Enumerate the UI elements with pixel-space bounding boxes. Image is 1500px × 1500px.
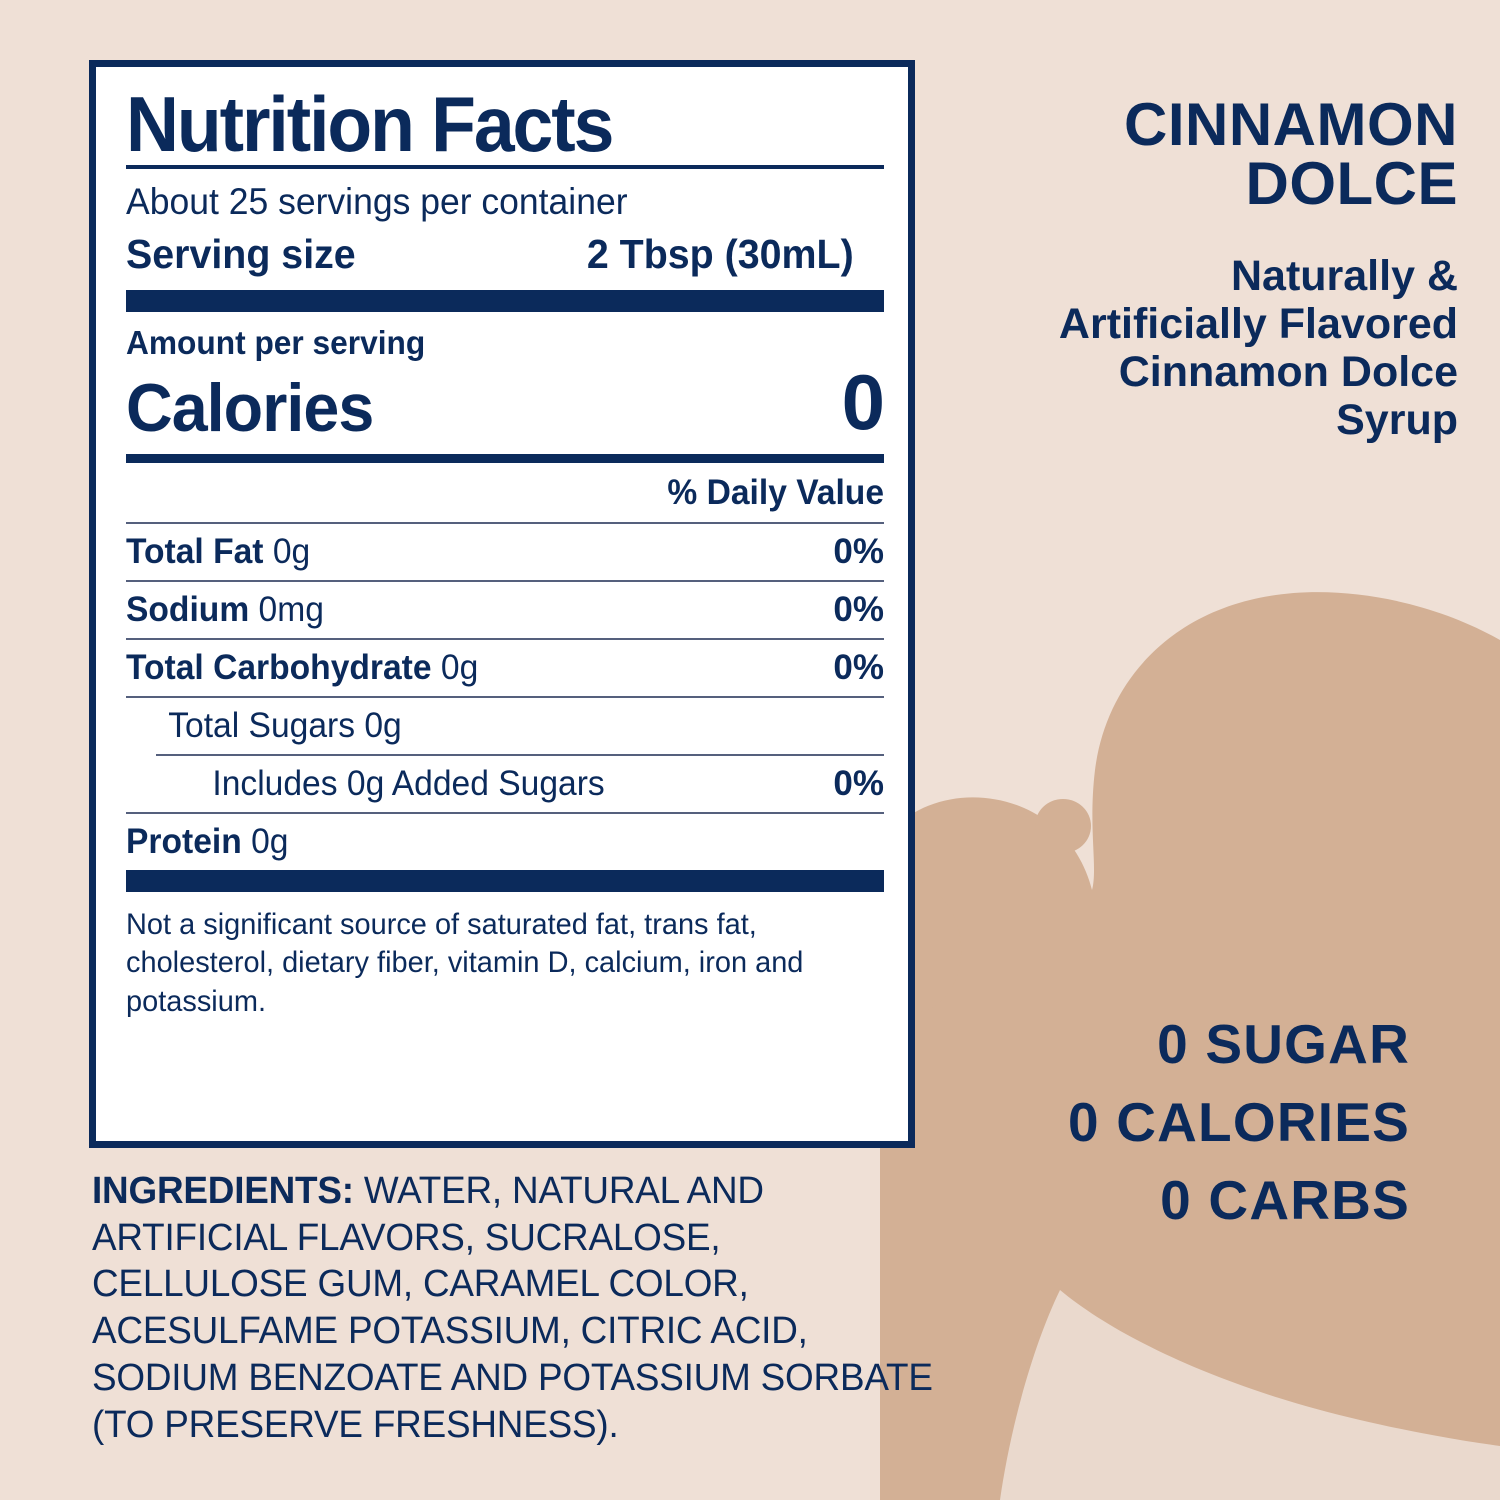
nutrient-name: Protein 0g	[126, 821, 289, 861]
nutrient-daily-value: 0%	[833, 647, 884, 687]
rule-under-title	[126, 165, 884, 170]
nutrient-row-separator	[126, 579, 884, 582]
ingredients-text: WATER, NATURAL AND ARTIFICIAL FLAVORS, S…	[92, 1170, 933, 1446]
nutrient-daily-value: 0%	[833, 531, 884, 571]
nutrient-rows: Total Fat 0g 0% Sodium 0mg 0% Total Carbohyd…	[126, 521, 884, 870]
product-name-line-1: CINNAMON	[1124, 91, 1458, 158]
nutrient-row-separator	[126, 811, 884, 814]
nutrient-row: Protein 0g	[126, 814, 884, 870]
product-description: Naturally & Artificially Flavored Cinnam…	[965, 252, 1458, 445]
nutrient-name: Includes 0g Added Sugars	[212, 763, 605, 803]
calories-row: Calories 0	[126, 358, 885, 454]
rule-thick-under-protein	[126, 869, 884, 892]
nutrient-row: Total Carbohydrate 0g 0%	[126, 640, 884, 696]
nutrient-daily-value: 0%	[833, 589, 884, 629]
claim-zero-sugar: 0 SUGAR	[1157, 1013, 1410, 1075]
calories-label: Calories	[126, 369, 374, 446]
amount-per-serving-label: Amount per serving	[126, 324, 426, 362]
nutrient-name: Total Fat 0g	[126, 531, 311, 571]
nutrient-row-separator	[126, 521, 884, 524]
product-name-line-2: DOLCE	[1245, 149, 1458, 217]
blob-light-sweep	[1000, 1290, 1500, 1500]
nutrition-claims: 0 SUGAR 0 CALORIES 0 CARBS	[965, 1005, 1410, 1239]
nutrient-name: Total Sugars 0g	[168, 705, 402, 745]
nutrient-row: Total Sugars 0g	[126, 698, 884, 754]
calories-value: 0	[841, 358, 885, 447]
blob-large-wave	[858, 592, 1500, 1500]
product-description-line-3: Cinnamon Dolce	[1118, 348, 1458, 397]
nutrition-facts-panel: Nutrition Facts About 25 servings per co…	[89, 60, 915, 1148]
serving-size-label: Serving size	[126, 231, 356, 278]
footnote-text: Not a significant source of saturated fa…	[126, 907, 804, 1018]
ingredients-block: INGREDIENTS: WATER, NATURAL AND ARTIFICI…	[92, 1168, 946, 1448]
serving-size-value: 2 Tbsp (30mL)	[586, 231, 854, 278]
ingredients-heading: INGREDIENTS:	[92, 1170, 354, 1212]
servings-per-container: About 25 servings per container	[126, 181, 628, 223]
rule-bar-under-calories	[126, 453, 884, 463]
claim-zero-calories: 0 CALORIES	[1067, 1091, 1410, 1154]
nutrient-name: Sodium 0mg	[126, 589, 324, 629]
blob-small-circle	[1035, 799, 1091, 853]
nutrient-name: Total Carbohydrate 0g	[126, 647, 479, 687]
nutrition-facts-title: Nutrition Facts	[126, 80, 614, 168]
product-info-column: CINNAMON DOLCE Naturally & Artificially …	[965, 0, 1465, 1500]
product-name: CINNAMON DOLCE	[965, 91, 1458, 217]
serving-size-row: Serving size 2 Tbsp (30mL)	[126, 227, 854, 290]
product-description-line-4: Syrup	[1336, 396, 1458, 445]
nutrient-row-separator	[126, 637, 884, 640]
rule-thick-under-serving	[126, 290, 884, 313]
claim-zero-carbs: 0 CARBS	[1160, 1169, 1410, 1232]
daily-value-header: % Daily Value	[667, 472, 884, 512]
nutrient-row: Sodium 0mg 0%	[126, 582, 884, 638]
nutrient-daily-value: 0%	[833, 763, 884, 803]
nutrient-row-separator	[126, 695, 884, 698]
nutrient-row: Includes 0g Added Sugars 0%	[126, 756, 884, 812]
product-description-line-2: Artificially Flavored	[1058, 300, 1458, 349]
product-description-line-1: Naturally &	[1230, 252, 1458, 300]
nutrient-row-separator	[156, 753, 884, 756]
nutrient-row: Total Fat 0g 0%	[126, 524, 884, 580]
